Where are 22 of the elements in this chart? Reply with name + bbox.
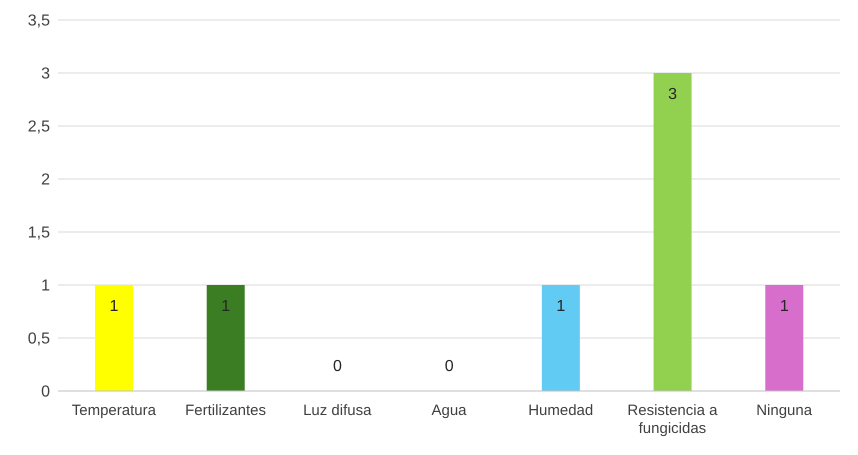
- data-label: 1: [221, 298, 230, 315]
- x-tick-label: Ninguna: [756, 402, 813, 419]
- data-label: 1: [556, 298, 566, 315]
- x-tick-label: Agua: [431, 402, 468, 419]
- y-tick-label: 3,5: [28, 12, 50, 30]
- data-label: 0: [332, 358, 342, 375]
- data-label: 3: [668, 86, 678, 103]
- y-tick-label: 3: [41, 66, 50, 83]
- y-tick-label: 2,5: [28, 118, 50, 136]
- data-label: 0: [444, 358, 454, 375]
- y-tick-label: 1,5: [28, 224, 50, 242]
- x-tick-label: Resistencia a fungicidas: [627, 402, 718, 437]
- y-tick-label: 2: [41, 172, 50, 189]
- x-tick-label: Temperatura: [72, 402, 157, 419]
- x-tick-label: Humedad: [528, 402, 594, 419]
- data-label: 1: [110, 298, 119, 315]
- x-tick-label: Fertilizantes: [185, 402, 266, 419]
- y-tick-label: 0,5: [28, 330, 50, 348]
- y-tick-label: 0: [41, 384, 50, 401]
- y-tick-label: 1: [41, 278, 50, 295]
- x-tick-label: Luz difusa: [303, 402, 372, 419]
- data-label: 1: [780, 298, 789, 315]
